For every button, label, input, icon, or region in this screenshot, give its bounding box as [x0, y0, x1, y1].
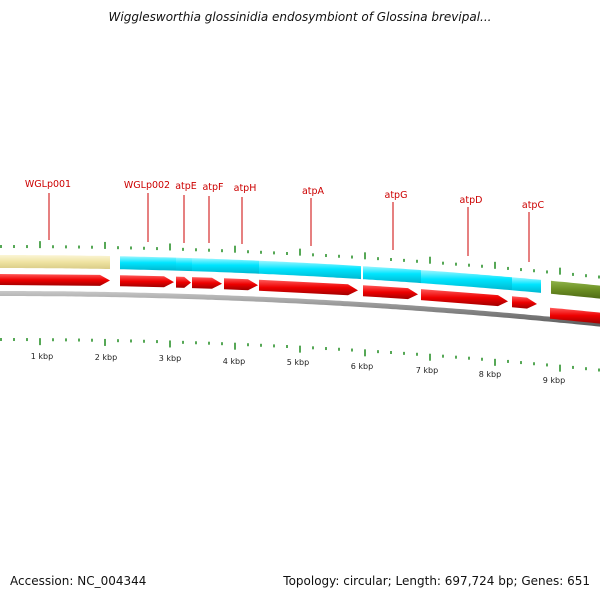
gene-label: atpC: [522, 200, 545, 211]
cds-arrow: [363, 285, 418, 300]
scale-label: 4 kbp: [223, 357, 245, 366]
feature-band: [259, 260, 361, 280]
scale-label: 9 kbp: [543, 376, 565, 385]
gene-label: atpA: [302, 186, 325, 197]
feature-band: [512, 277, 541, 293]
cds-arrow: [0, 274, 110, 286]
gene-label: atpE: [175, 181, 197, 192]
scale-label: 3 kbp: [159, 354, 181, 363]
gene-label: atpH: [234, 183, 257, 194]
cds-arrow: [421, 289, 508, 307]
feature-band: [192, 258, 259, 274]
cds-arrow: [550, 307, 600, 324]
cds-arrow: [224, 278, 258, 291]
cds-arrow: [192, 277, 222, 289]
feature-band: [120, 256, 176, 271]
feature-band: [363, 266, 421, 284]
scale-label: 5 kbp: [287, 358, 309, 367]
gene-label: atpF: [202, 182, 223, 193]
gene-label: atpG: [385, 190, 408, 201]
scale-label: 6 kbp: [351, 362, 373, 371]
gene-label: atpD: [460, 195, 483, 206]
map-title: Wigglesworthia glossinidia endosymbiont …: [108, 10, 492, 24]
cds-arrow: [120, 275, 174, 288]
feature-band: [0, 255, 110, 269]
gene-label: WGLp001: [25, 179, 71, 190]
scale-label: 2 kbp: [95, 353, 117, 362]
feature-band: [551, 280, 600, 299]
gene-label: WGLp002: [124, 180, 170, 191]
cds-arrow: [176, 276, 191, 288]
feature-band: [176, 257, 192, 272]
cds-arrow: [512, 296, 537, 309]
backbone-arc: [0, 291, 600, 327]
accession-text: Accession: NC_004344: [10, 574, 147, 588]
genome-summary-text: Topology: circular; Length: 697,724 bp; …: [283, 574, 590, 588]
scale-label: 8 kbp: [479, 370, 501, 379]
scale-label: 7 kbp: [416, 366, 438, 375]
feature-band: [421, 270, 512, 291]
cds-arrow: [259, 279, 358, 296]
scale-label: 1 kbp: [31, 352, 53, 361]
